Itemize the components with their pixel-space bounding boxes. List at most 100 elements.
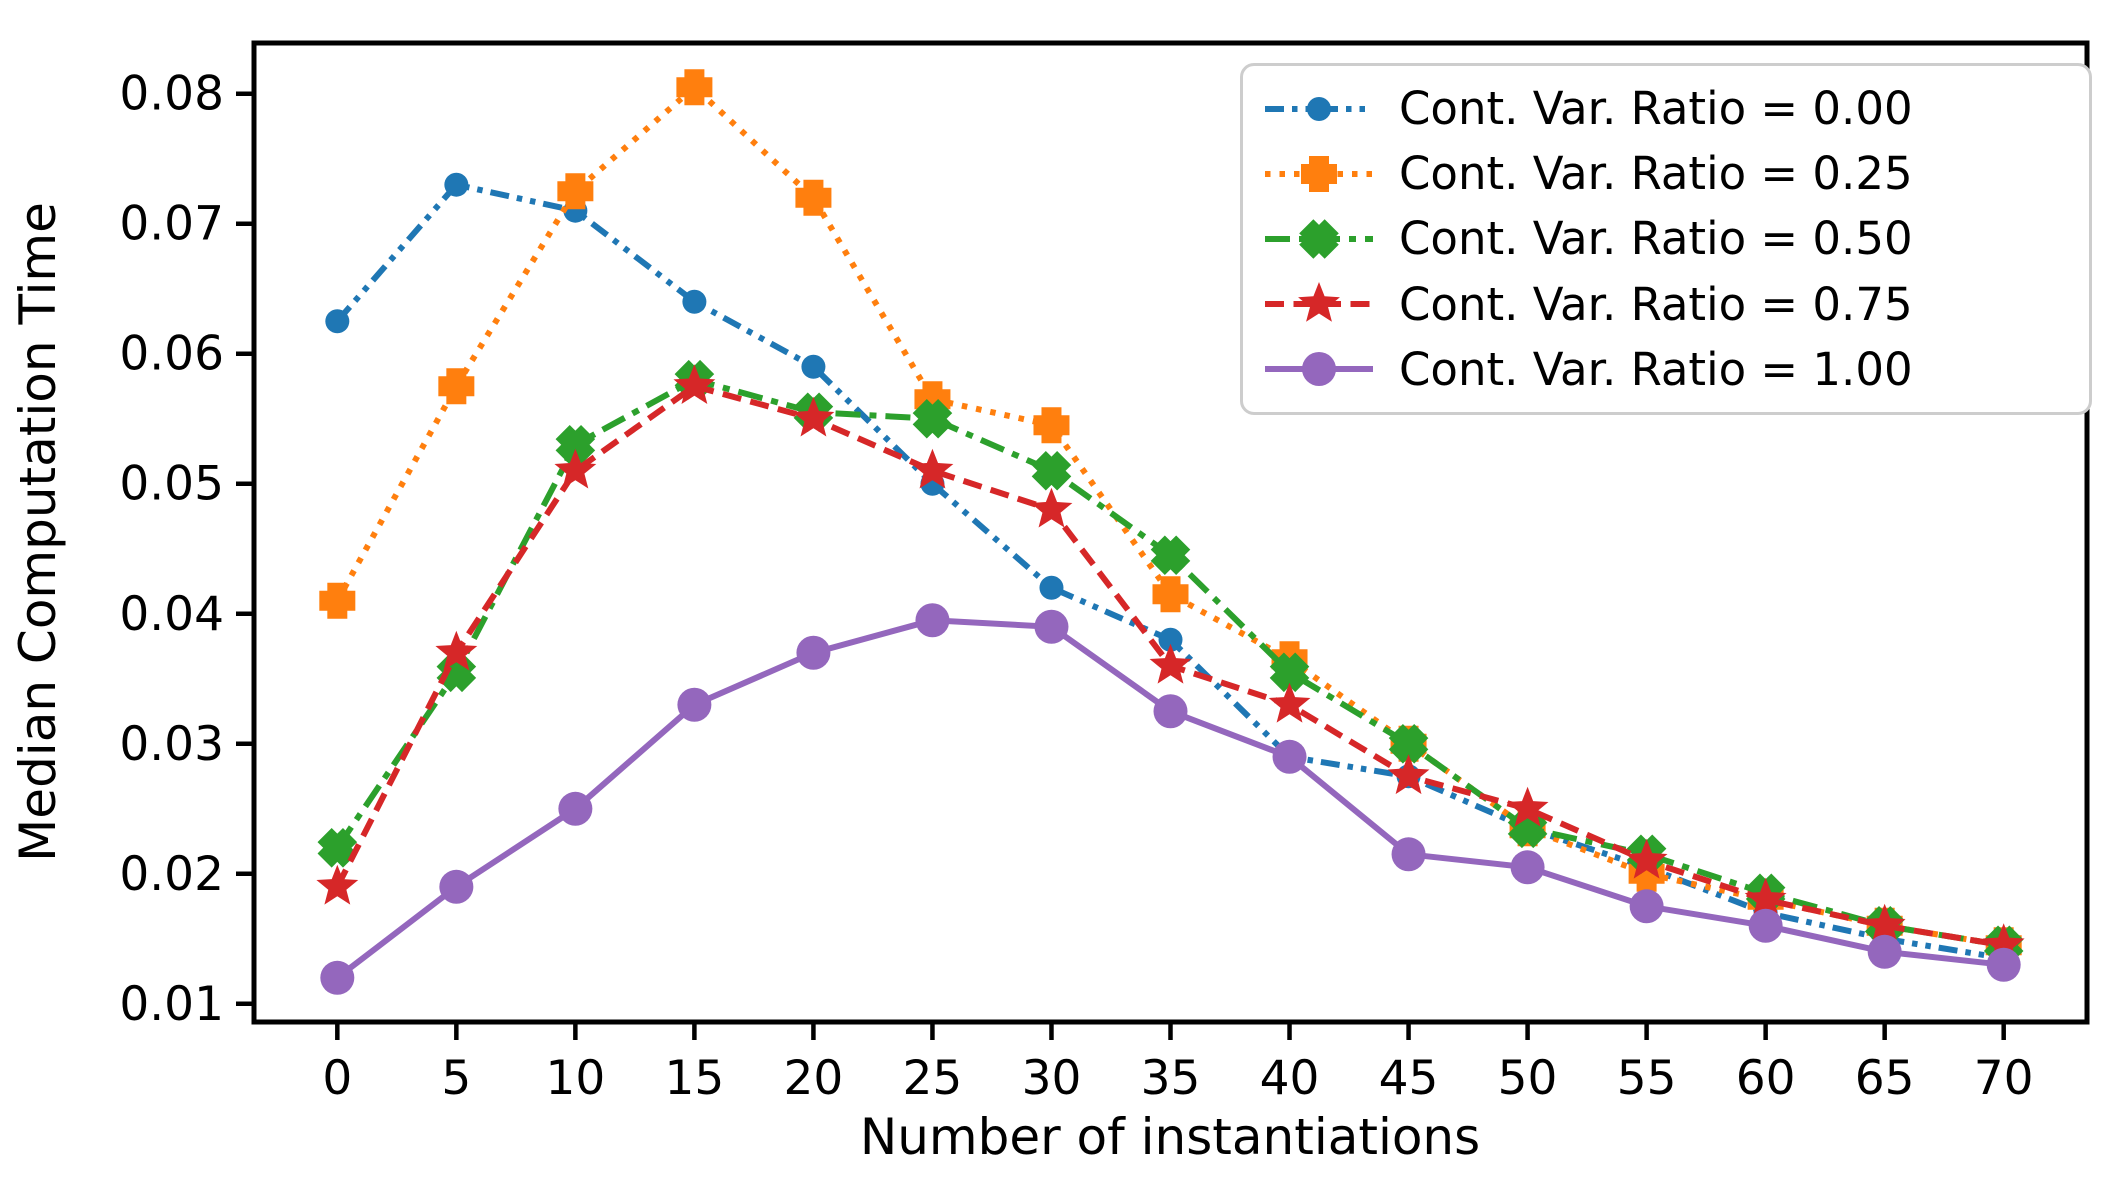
data-point-marker <box>555 424 596 465</box>
y-tick-label: 0.04 <box>119 587 224 642</box>
legend-label: Cont. Var. Ratio = 0.50 <box>1399 212 1913 266</box>
data-point-marker <box>1629 889 1664 924</box>
data-point-marker <box>1506 786 1549 827</box>
legend: Cont. Var. Ratio = 0.00 Cont. Var. Ratio… <box>1240 63 2092 415</box>
legend-item-ratio-0-00: Cont. Var. Ratio = 0.00 <box>1261 81 2071 137</box>
legend-marker <box>1307 96 1331 121</box>
y-tick-label: 0.06 <box>119 327 224 382</box>
y-tick-label: 0.05 <box>119 457 224 512</box>
legend-item-ratio-1-00: Cont. Var. Ratio = 1.00 <box>1261 341 2071 397</box>
data-point-marker <box>1039 575 1064 600</box>
y-axis-title: Median Computation Time <box>9 202 67 862</box>
data-point-marker <box>912 398 953 439</box>
data-point-marker <box>1269 652 1310 693</box>
series-line <box>334 83 2005 949</box>
x-tick-label: 55 <box>1617 1051 1677 1106</box>
x-tick-label: 0 <box>322 1051 352 1106</box>
data-point-marker <box>1033 407 1070 444</box>
data-point-marker <box>1748 908 1783 943</box>
data-point-marker <box>557 173 594 210</box>
legend-marker <box>1299 219 1339 259</box>
data-point-marker <box>439 869 474 904</box>
x-tick-label: 60 <box>1736 1051 1796 1106</box>
data-point-marker <box>795 179 832 216</box>
data-point-marker <box>1152 576 1189 613</box>
data-point-marker <box>796 635 831 670</box>
legend-sample-line-2 <box>1265 219 1373 259</box>
legend-marker <box>1301 155 1337 192</box>
legend-sample-line-3 <box>1265 282 1373 322</box>
data-point-marker <box>1268 682 1311 723</box>
x-tick-label: 15 <box>664 1051 724 1106</box>
data-point-marker <box>554 448 597 489</box>
data-point-marker <box>676 69 713 106</box>
data-point-marker <box>801 354 826 379</box>
x-tick-label: 40 <box>1260 1051 1320 1106</box>
data-point-marker <box>1272 739 1307 774</box>
data-point-marker <box>1986 947 2021 982</box>
legend-sample-line-0 <box>1265 96 1373 121</box>
y-tick-label: 0.07 <box>119 197 224 252</box>
x-tick-label: 25 <box>903 1051 963 1106</box>
data-point-marker <box>682 289 707 314</box>
data-point-marker <box>1744 877 1787 918</box>
x-tick-label: 35 <box>1141 1051 1201 1106</box>
data-point-marker <box>317 827 358 868</box>
legend-marker <box>1298 282 1340 322</box>
data-point-marker <box>1510 850 1545 885</box>
series-3 <box>316 364 2025 964</box>
data-point-marker <box>435 630 478 671</box>
data-point-marker <box>1031 450 1072 491</box>
y-tick-label: 0.01 <box>119 977 224 1032</box>
data-point-marker <box>319 582 356 619</box>
legend-marker <box>1302 352 1336 387</box>
data-point-marker <box>316 864 359 905</box>
data-point-marker <box>558 791 593 826</box>
x-tick-label: 65 <box>1855 1051 1915 1106</box>
y-tick-label: 0.03 <box>119 717 224 772</box>
data-point-marker <box>1387 754 1430 795</box>
data-point-marker <box>1982 923 2025 964</box>
series-4 <box>320 603 2021 995</box>
data-point-marker <box>1153 694 1188 729</box>
x-tick-label: 10 <box>545 1051 605 1106</box>
legend-label: Cont. Var. Ratio = 0.75 <box>1399 277 1913 331</box>
data-point-marker <box>1030 487 1073 528</box>
legend-label: Cont. Var. Ratio = 0.25 <box>1399 147 1913 201</box>
x-tick-label: 50 <box>1498 1051 1558 1106</box>
legend-label: Cont. Var. Ratio = 1.00 <box>1399 342 1913 396</box>
data-point-marker <box>673 364 716 405</box>
data-point-marker <box>444 172 469 197</box>
plot-border <box>251 40 2090 1025</box>
data-point-marker <box>1863 903 1906 944</box>
data-point-marker <box>325 309 350 334</box>
x-tick-label: 5 <box>441 1051 471 1106</box>
data-point-marker <box>438 368 475 405</box>
data-point-marker <box>915 603 950 638</box>
data-point-marker <box>1158 627 1183 652</box>
y-tick-label: 0.08 <box>119 67 224 122</box>
data-point-marker <box>1867 934 1902 969</box>
data-point-marker <box>1150 535 1191 576</box>
legend-label: Cont. Var. Ratio = 0.00 <box>1399 82 1913 136</box>
data-point-marker <box>911 448 954 489</box>
legend-item-ratio-0-25: Cont. Var. Ratio = 0.25 <box>1261 146 2071 202</box>
data-point-marker <box>1388 723 1429 764</box>
data-point-marker <box>1149 643 1192 684</box>
x-tick-label: 20 <box>784 1051 844 1106</box>
x-axis-title: Number of instantiations <box>859 1108 1481 1166</box>
x-tick-label: 45 <box>1379 1051 1439 1106</box>
data-point-marker <box>1625 838 1668 879</box>
data-point-marker <box>677 687 712 722</box>
legend-item-ratio-0-75: Cont. Var. Ratio = 0.75 <box>1261 276 2071 332</box>
y-tick-label: 0.02 <box>119 847 224 902</box>
x-tick-label: 70 <box>1974 1051 2034 1106</box>
data-point-marker <box>1034 609 1069 644</box>
axes-ticks: 0 5 10 15 20 25 30 35 40 45 50 55 60 65 70 0.01 0.02 0.03… <box>119 67 2033 1106</box>
data-point-marker <box>792 396 835 437</box>
data-point-marker <box>1391 837 1426 872</box>
x-tick-label: 30 <box>1022 1051 1082 1106</box>
series-2 <box>317 359 2024 966</box>
